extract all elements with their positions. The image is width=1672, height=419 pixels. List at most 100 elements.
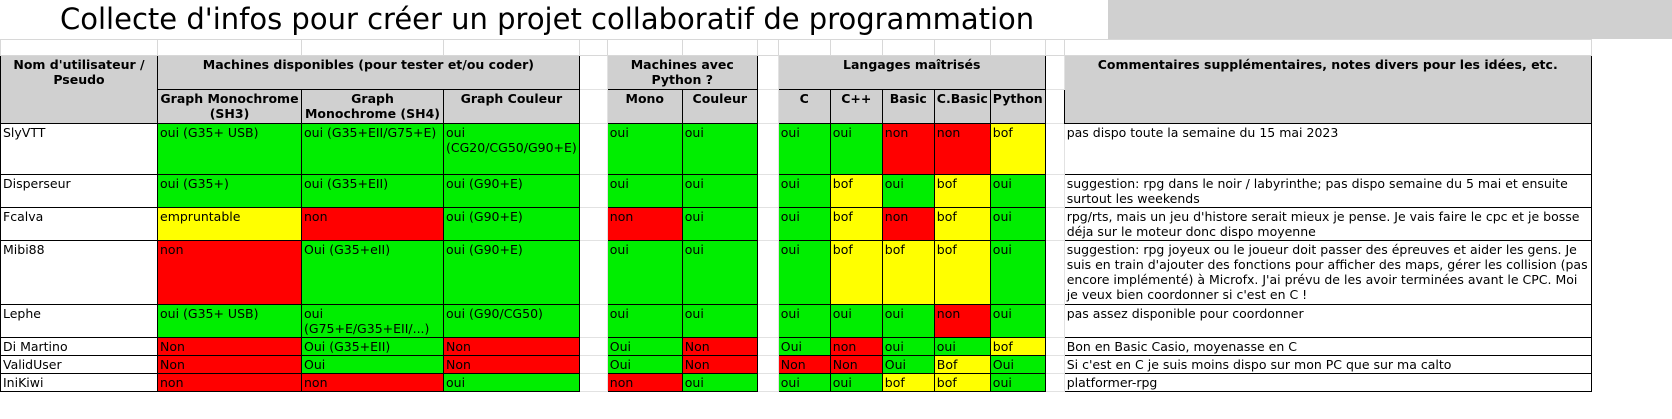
gap-cell[interactable] <box>1044 174 1065 208</box>
cell-sh4[interactable]: oui (G35+EII/G75+E) <box>301 123 444 175</box>
cell-c[interactable]: oui <box>777 373 831 392</box>
gap-cell[interactable] <box>578 55 608 90</box>
cell-basic[interactable]: non <box>881 123 935 175</box>
gap-cell[interactable] <box>1044 207 1065 241</box>
cell-user[interactable]: Fcalva <box>0 207 158 241</box>
cell-py-couleur[interactable]: oui <box>681 123 758 175</box>
cell-comment[interactable]: Bon en Basic Casio, moyenasse en C <box>1063 337 1592 356</box>
empty-cell[interactable] <box>1044 39 1065 56</box>
empty-cell[interactable] <box>881 39 935 56</box>
empty-cell[interactable] <box>157 39 302 56</box>
cell-couleur[interactable]: oui (G90/CG50) <box>443 304 580 338</box>
cell-basic[interactable]: oui <box>881 174 935 208</box>
cell-user[interactable]: ValidUser <box>0 355 158 374</box>
cell-sh4[interactable]: Oui <box>301 355 444 374</box>
cell-sh3[interactable]: oui (G35+ USB) <box>157 123 302 175</box>
cell-couleur[interactable]: Non <box>443 355 580 374</box>
empty-cell[interactable] <box>0 39 158 56</box>
gap-cell[interactable] <box>1044 373 1065 392</box>
cell-couleur[interactable]: oui <box>443 373 580 392</box>
cell-c[interactable]: Oui <box>777 337 831 356</box>
empty-cell[interactable] <box>578 39 608 56</box>
cell-py-mono[interactable]: oui <box>606 174 683 208</box>
cell-sh3[interactable]: Non <box>157 355 302 374</box>
cell-user[interactable]: SlyVTT <box>0 123 158 175</box>
cell-python[interactable]: oui <box>989 240 1046 305</box>
cell-py-mono[interactable]: oui <box>606 304 683 338</box>
cell-cpp[interactable]: non <box>829 337 883 356</box>
cell-python[interactable]: oui <box>989 174 1046 208</box>
cell-cbasic[interactable]: Bof <box>933 355 991 374</box>
gap-cell[interactable] <box>756 304 779 338</box>
cell-cbasic[interactable]: oui <box>933 337 991 356</box>
cell-sh4[interactable]: oui (G35+EII) <box>301 174 444 208</box>
cell-sh3[interactable]: non <box>157 373 302 392</box>
cell-c[interactable]: Non <box>777 355 831 374</box>
cell-cpp[interactable]: Non <box>829 355 883 374</box>
cell-cbasic[interactable]: bof <box>933 373 991 392</box>
subheader-c[interactable]: C <box>777 89 831 124</box>
cell-py-mono[interactable]: oui <box>606 240 683 305</box>
cell-cbasic[interactable]: bof <box>933 240 991 305</box>
subheader-cbasic[interactable]: C.Basic <box>933 89 991 124</box>
cell-cbasic[interactable]: bof <box>933 174 991 208</box>
cell-cpp[interactable]: oui <box>829 373 883 392</box>
empty-cell[interactable] <box>777 39 831 56</box>
subheader-py-mono[interactable]: Mono <box>606 89 683 124</box>
cell-basic[interactable]: Oui <box>881 355 935 374</box>
gap-cell[interactable] <box>756 55 779 90</box>
gap-cell[interactable] <box>756 89 779 124</box>
cell-sh3[interactable]: oui (G35+ USB) <box>157 304 302 338</box>
cell-comment[interactable]: suggestion: rpg dans le noir / labyrinth… <box>1063 174 1592 208</box>
cell-sh4[interactable]: oui (G75+E/G35+EII/...) <box>301 304 444 338</box>
cell-comment[interactable]: rpg/rts, mais un jeu d'histore serait mi… <box>1063 207 1592 241</box>
cell-sh4[interactable]: Oui (G35+EII) <box>301 337 444 356</box>
cell-cpp[interactable]: bof <box>829 207 883 241</box>
empty-cell[interactable] <box>443 39 580 56</box>
empty-cell[interactable] <box>1063 39 1592 56</box>
cell-user[interactable]: Mibi88 <box>0 240 158 305</box>
cell-user[interactable]: IniKiwi <box>0 373 158 392</box>
gap-cell[interactable] <box>756 337 779 356</box>
cell-python[interactable]: oui <box>989 304 1046 338</box>
cell-basic[interactable]: oui <box>881 304 935 338</box>
header-python-machines[interactable]: Machines avec Python ? <box>606 55 758 90</box>
cell-py-mono[interactable]: Oui <box>606 337 683 356</box>
gap-cell[interactable] <box>1044 337 1065 356</box>
gap-cell[interactable] <box>578 337 608 356</box>
subheader-python[interactable]: Python <box>989 89 1046 124</box>
cell-sh3[interactable]: Non <box>157 337 302 356</box>
cell-couleur[interactable]: oui (CG20/CG50/G90+E) <box>443 123 580 175</box>
cell-c[interactable]: oui <box>777 240 831 305</box>
cell-cpp[interactable]: oui <box>829 304 883 338</box>
gap-cell[interactable] <box>578 89 608 124</box>
cell-py-couleur[interactable]: oui <box>681 207 758 241</box>
gap-cell[interactable] <box>578 240 608 305</box>
subheader-cpp[interactable]: C++ <box>829 89 883 124</box>
cell-c[interactable]: oui <box>777 304 831 338</box>
cell-py-mono[interactable]: oui <box>606 123 683 175</box>
subheader-sh3[interactable]: Graph Monochrome (SH3) <box>157 89 302 124</box>
header-machines[interactable]: Machines disponibles (pour tester et/ou … <box>157 55 580 90</box>
cell-couleur[interactable]: oui (G90+E) <box>443 174 580 208</box>
cell-c[interactable]: oui <box>777 123 831 175</box>
cell-basic[interactable]: bof <box>881 373 935 392</box>
cell-py-couleur[interactable]: oui <box>681 304 758 338</box>
cell-cpp[interactable]: bof <box>829 240 883 305</box>
cell-cbasic[interactable]: non <box>933 123 991 175</box>
cell-python[interactable]: bof <box>989 337 1046 356</box>
cell-py-couleur[interactable]: Non <box>681 337 758 356</box>
cell-sh4[interactable]: Oui (G35+eII) <box>301 240 444 305</box>
gap-cell[interactable] <box>1044 304 1065 338</box>
cell-couleur[interactable]: oui (G90+E) <box>443 240 580 305</box>
gap-cell[interactable] <box>756 373 779 392</box>
cell-python[interactable]: oui <box>989 207 1046 241</box>
cell-sh4[interactable]: non <box>301 207 444 241</box>
cell-python[interactable]: Oui <box>989 355 1046 374</box>
cell-sh3[interactable]: oui (G35+) <box>157 174 302 208</box>
header-comments[interactable]: Commentaires supplémentaires, notes dive… <box>1063 55 1592 124</box>
cell-user[interactable]: Lephe <box>0 304 158 338</box>
empty-cell[interactable] <box>989 39 1046 56</box>
cell-comment[interactable]: platformer-rpg <box>1063 373 1592 392</box>
empty-cell[interactable] <box>933 39 991 56</box>
